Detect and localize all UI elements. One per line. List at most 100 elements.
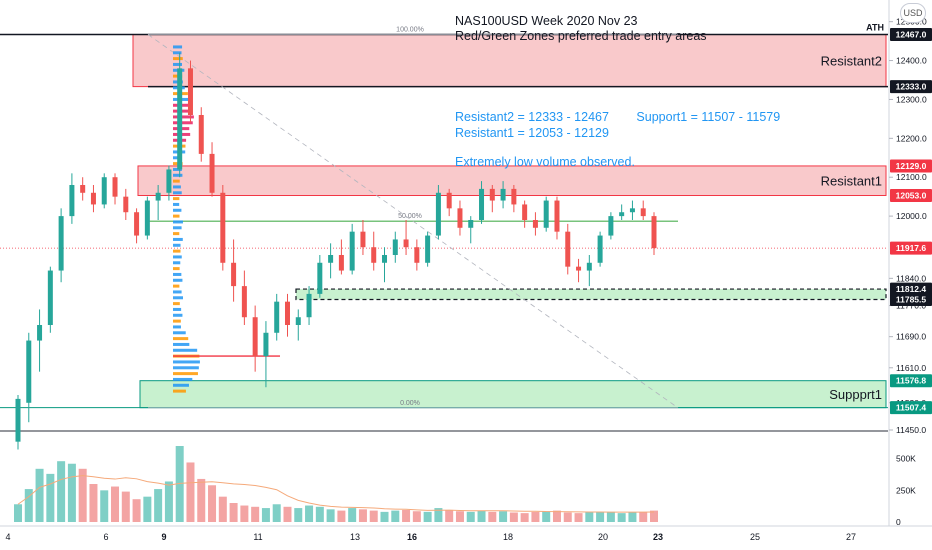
- ath-label: ATH: [866, 23, 884, 33]
- candle-body: [414, 247, 419, 263]
- volume-profile-bar: [173, 226, 182, 229]
- candle-body: [598, 236, 603, 263]
- candle-body: [501, 189, 506, 201]
- volume-profile-bar: [173, 197, 179, 200]
- candle-body: [608, 216, 613, 235]
- candle-body: [317, 263, 322, 294]
- fib-100-label: 100.00%: [396, 27, 424, 34]
- volume-tick-label: 250K: [896, 485, 916, 495]
- volume-bar: [413, 511, 421, 522]
- volume-profile-bar: [173, 372, 198, 375]
- time-tick-label: 23: [653, 532, 663, 542]
- candle-body: [479, 189, 484, 220]
- volume-profile-bar: [173, 290, 182, 293]
- volume-bar: [510, 513, 518, 523]
- volume-bar: [122, 492, 130, 522]
- candle-body: [285, 302, 290, 325]
- volume-profile-bar: [173, 57, 183, 60]
- volume-profile-bar: [173, 250, 181, 253]
- price-tick-label: 11450.0: [896, 425, 926, 435]
- time-tick-label: 9: [161, 532, 166, 542]
- volume-profile-bar: [173, 314, 182, 317]
- time-tick-label: 11: [253, 532, 262, 542]
- candle-body: [145, 201, 150, 236]
- candle-body: [641, 208, 646, 216]
- volume-profile-bar: [173, 232, 179, 235]
- candle-body: [652, 216, 657, 248]
- volume-profile-bar: [173, 308, 181, 311]
- volume-profile-bar: [173, 320, 181, 323]
- candle-body: [447, 193, 452, 209]
- volume-bar: [100, 490, 108, 522]
- time-tick-label: 6: [103, 532, 108, 542]
- price-badge-label: 11917.6: [896, 243, 927, 253]
- volume-bar: [402, 510, 410, 522]
- volume-profile-bar: [173, 378, 192, 381]
- volume-bar: [348, 508, 356, 522]
- candle-body: [59, 216, 64, 270]
- volume-bar: [251, 507, 259, 522]
- candle-body: [156, 193, 161, 201]
- time-tick-label: 27: [846, 532, 856, 542]
- candle-body: [102, 177, 107, 204]
- candle-body: [91, 193, 96, 205]
- volume-profile-bar: [173, 121, 193, 124]
- candle-body: [522, 204, 527, 220]
- volume-bar: [585, 512, 593, 522]
- volume-profile-bar: [173, 209, 181, 212]
- candle-body: [393, 239, 398, 255]
- notes-row-1: Resistant2 = 12333 - 12467 Support1 = 11…: [455, 109, 780, 125]
- candle-body: [544, 201, 549, 228]
- support1-zone: [140, 381, 886, 408]
- volume-bar: [607, 512, 615, 522]
- volume-profile-bar: [173, 285, 179, 288]
- volume-bar: [240, 506, 248, 522]
- volume-bar: [445, 510, 453, 522]
- candle-body: [554, 201, 559, 232]
- candle-body: [113, 177, 118, 196]
- volume-bar: [36, 469, 44, 522]
- fib-0-label: 0.00%: [400, 400, 420, 407]
- volume-profile-bar: [173, 191, 182, 194]
- volume-bar: [639, 512, 647, 522]
- support-box: [296, 289, 886, 299]
- volume-bar: [154, 489, 162, 522]
- volume-profile-bar: [173, 238, 183, 241]
- volume-bar: [294, 508, 302, 522]
- chart-subtitle: Red/Green Zones preferred trade entry ar…: [455, 29, 707, 44]
- candle-body: [533, 220, 538, 228]
- volume-bar: [14, 504, 22, 522]
- candle-body: [404, 239, 409, 247]
- volume-bar: [273, 504, 281, 522]
- candle-body: [490, 189, 495, 201]
- price-tick-label: 12000.0: [896, 211, 927, 221]
- candle-body: [350, 232, 355, 271]
- volume-bar: [391, 511, 399, 522]
- volume-note: Extremely low volume observed.: [455, 154, 780, 170]
- time-tick-label: 25: [750, 532, 760, 542]
- candle-body: [296, 317, 301, 325]
- volume-profile-bar: [173, 331, 186, 334]
- time-tick-label: 18: [503, 532, 513, 542]
- support1-label: Suppprt1: [829, 387, 882, 402]
- candle-body: [307, 294, 312, 317]
- candle-body: [630, 208, 635, 212]
- volume-profile-bar: [173, 296, 183, 299]
- volume-bar: [68, 464, 76, 522]
- candle-body: [360, 232, 365, 248]
- volume-bar: [381, 512, 389, 522]
- candle-body: [188, 68, 193, 115]
- candle-body: [457, 208, 462, 227]
- resistant1-label: Resistant1: [821, 174, 882, 189]
- volume-bar: [79, 469, 87, 522]
- volume-profile-bar: [173, 390, 186, 393]
- volume-profile-bar: [173, 51, 182, 54]
- zone-notes: Resistant2 = 12333 - 12467 Support1 = 11…: [455, 109, 780, 170]
- price-tick-label: 12400.0: [896, 56, 927, 66]
- volume-profile-bar: [173, 244, 181, 247]
- volume-bar: [596, 513, 604, 523]
- currency-button[interactable]: USD: [900, 3, 926, 23]
- candle-body: [253, 317, 258, 356]
